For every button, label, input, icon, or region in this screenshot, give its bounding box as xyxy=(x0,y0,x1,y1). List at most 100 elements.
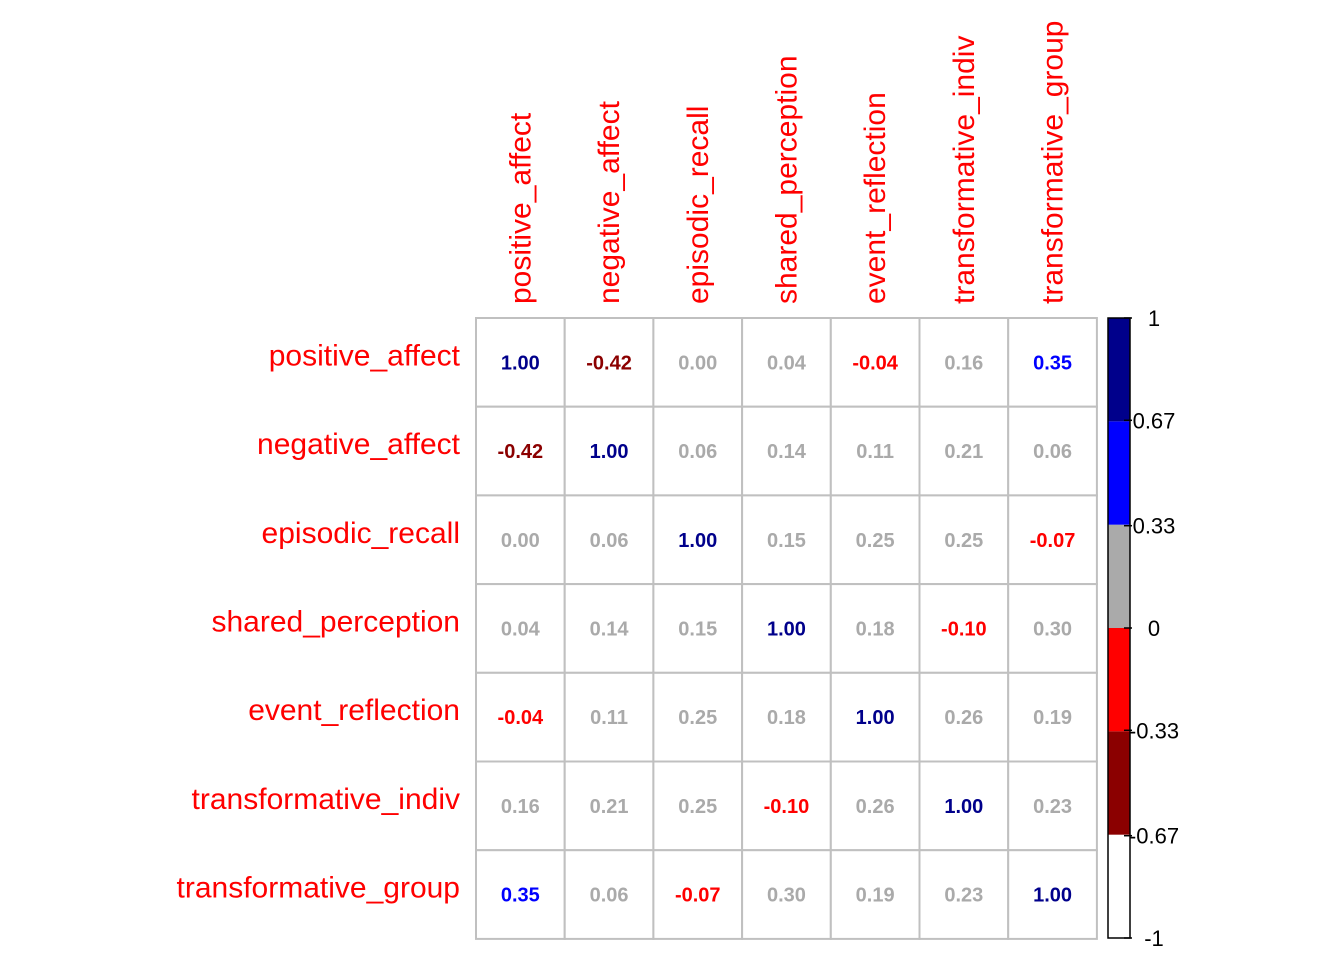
colorbar-bin-2 xyxy=(1108,628,1130,732)
cell-transformative_indiv-negative_affect xyxy=(563,760,655,852)
colorbar-bin-0 xyxy=(1108,834,1130,938)
cell-transformative_group-event_reflection xyxy=(829,849,921,940)
colorbar-tick-label-2: 0.33 xyxy=(1133,514,1176,539)
cell-episodic_recall-shared_perception xyxy=(741,494,832,586)
cell-value-negative_affect-positive_affect: -0.42 xyxy=(498,441,544,463)
cell-value-episodic_recall-event_reflection: 0.25 xyxy=(856,530,895,552)
cell-value-positive_affect-episodic_recall: 0.00 xyxy=(678,352,717,374)
cell-transformative_group-shared_perception xyxy=(741,849,832,940)
column-label-negative_affect: negative_affect xyxy=(593,100,626,304)
colorbar-bin-3 xyxy=(1108,524,1130,628)
cell-transformative_indiv-shared_perception xyxy=(741,760,832,852)
cell-event_reflection-episodic_recall xyxy=(652,671,744,763)
cell-event_reflection-positive_affect xyxy=(475,671,566,763)
column-label-episodic_recall: episodic_recall xyxy=(682,106,715,304)
cell-value-transformative_indiv-episodic_recall: 0.25 xyxy=(678,796,717,818)
cell-value-positive_affect-transformative_group: 0.35 xyxy=(1033,352,1072,374)
cell-value-shared_perception-positive_affect: 0.04 xyxy=(501,618,541,640)
cell-negative_affect-positive_affect xyxy=(475,405,566,497)
cell-value-transformative_indiv-shared_perception: -0.10 xyxy=(764,796,810,818)
cell-value-transformative_group-event_reflection: 0.19 xyxy=(856,885,895,907)
cell-value-transformative_indiv-transformative_indiv: 1.00 xyxy=(944,796,983,818)
colorbar-tick-label-6: -1 xyxy=(1144,926,1164,951)
cell-negative_affect-event_reflection xyxy=(829,405,921,497)
column-label-transformative_indiv: transformative_indiv xyxy=(948,36,981,304)
cell-value-transformative_indiv-negative_affect: 0.21 xyxy=(590,796,629,818)
cell-value-positive_affect-transformative_indiv: 0.16 xyxy=(944,352,983,374)
cell-value-event_reflection-positive_affect: -0.04 xyxy=(498,707,544,729)
cell-values: 1.00 -0.42 0.00 0.04 -0.04 0.16 0.35 -0.42 1.00 0… xyxy=(498,352,1076,906)
cell-value-episodic_recall-positive_affect: 0.00 xyxy=(501,530,540,552)
cell-negative_affect-episodic_recall xyxy=(652,405,744,497)
cell-value-negative_affect-shared_perception: 0.14 xyxy=(767,441,807,463)
cell-transformative_group-positive_affect xyxy=(475,849,566,940)
cell-value-transformative_indiv-positive_affect: 0.16 xyxy=(501,796,540,818)
colorbar-tick-label-3: 0 xyxy=(1148,616,1160,641)
cell-shared_perception-transformative_group xyxy=(1007,583,1098,674)
cell-value-episodic_recall-episodic_recall: 1.00 xyxy=(678,530,717,552)
column-label-positive_affect: positive_affect xyxy=(504,112,537,304)
cell-value-event_reflection-transformative_indiv: 0.26 xyxy=(944,707,983,729)
cell-value-negative_affect-transformative_group: 0.06 xyxy=(1033,441,1072,463)
cell-value-episodic_recall-transformative_group: -0.07 xyxy=(1030,530,1076,552)
cell-value-event_reflection-event_reflection: 1.00 xyxy=(856,707,895,729)
cell-shared_perception-transformative_indiv xyxy=(918,583,1010,674)
colorbar-tick-label-4: -0.33 xyxy=(1129,718,1179,743)
cell-positive_affect-negative_affect xyxy=(563,317,655,408)
cell-value-transformative_group-negative_affect: 0.06 xyxy=(590,885,629,907)
cell-value-episodic_recall-shared_perception: 0.15 xyxy=(767,530,806,552)
cell-value-positive_affect-positive_affect: 1.00 xyxy=(501,352,540,374)
cell-value-transformative_indiv-event_reflection: 0.26 xyxy=(856,796,895,818)
row-label-positive_affect: positive_affect xyxy=(269,339,461,372)
cell-episodic_recall-negative_affect xyxy=(563,494,655,586)
cell-negative_affect-transformative_group xyxy=(1007,405,1098,497)
cell-value-negative_affect-episodic_recall: 0.06 xyxy=(678,441,717,463)
row-label-shared_perception: shared_perception xyxy=(211,605,460,638)
cell-value-episodic_recall-negative_affect: 0.06 xyxy=(590,530,629,552)
colorbar-bin-4 xyxy=(1108,421,1130,525)
cell-episodic_recall-transformative_group xyxy=(1007,494,1098,586)
cell-positive_affect-positive_affect xyxy=(475,317,566,408)
cell-transformative_group-transformative_group xyxy=(1007,849,1098,940)
row-label-episodic_recall: episodic_recall xyxy=(262,517,460,550)
cell-value-event_reflection-transformative_group: 0.19 xyxy=(1033,707,1072,729)
column-label-shared_perception: shared_perception xyxy=(770,55,803,304)
cell-value-event_reflection-negative_affect: 0.11 xyxy=(590,707,628,729)
cell-transformative_group-episodic_recall xyxy=(652,849,744,940)
cell-episodic_recall-event_reflection xyxy=(829,494,921,586)
cell-value-transformative_group-positive_affect: 0.35 xyxy=(501,885,540,907)
cell-value-episodic_recall-transformative_indiv: 0.25 xyxy=(944,530,983,552)
row-label-transformative_group: transformative_group xyxy=(177,872,460,905)
color-legend: 1 0.67 0.33 0 -0.33 -0.67 -1 xyxy=(1107,306,1179,951)
column-label-event_reflection: event_reflection xyxy=(859,92,892,304)
cell-value-positive_affect-shared_perception: 0.04 xyxy=(767,352,807,374)
colorbar-bin-1 xyxy=(1108,731,1130,835)
cell-value-shared_perception-transformative_group: 0.30 xyxy=(1033,618,1072,640)
cell-value-positive_affect-negative_affect: -0.42 xyxy=(586,352,632,374)
cell-value-transformative_group-episodic_recall: -0.07 xyxy=(675,885,721,907)
cell-value-transformative_group-transformative_indiv: 0.23 xyxy=(944,885,983,907)
cell-value-transformative_group-shared_perception: 0.30 xyxy=(767,885,806,907)
cell-value-negative_affect-transformative_indiv: 0.21 xyxy=(944,441,983,463)
cell-value-event_reflection-episodic_recall: 0.25 xyxy=(678,707,717,729)
cell-episodic_recall-episodic_recall xyxy=(652,494,744,586)
colorbar-tick-label-5: -0.67 xyxy=(1129,824,1179,849)
cell-transformative_indiv-positive_affect xyxy=(475,760,566,852)
cell-value-event_reflection-shared_perception: 0.18 xyxy=(767,707,806,729)
row-label-transformative_indiv: transformative_indiv xyxy=(192,783,460,816)
cell-transformative_indiv-transformative_group xyxy=(1007,760,1098,852)
cell-value-negative_affect-negative_affect: 1.00 xyxy=(590,441,629,463)
column-label-transformative_group: transformative_group xyxy=(1037,21,1070,304)
row-label-negative_affect: negative_affect xyxy=(257,428,461,461)
cell-shared_perception-positive_affect xyxy=(475,583,566,674)
cell-value-shared_perception-shared_perception: 1.00 xyxy=(767,618,806,640)
row-label-event_reflection: event_reflection xyxy=(248,694,460,727)
cell-value-positive_affect-event_reflection: -0.04 xyxy=(852,352,898,374)
cell-value-shared_perception-transformative_indiv: -0.10 xyxy=(941,618,987,640)
cell-value-shared_perception-negative_affect: 0.14 xyxy=(590,618,630,640)
cell-value-transformative_group-transformative_group: 1.00 xyxy=(1033,885,1072,907)
cell-value-shared_perception-event_reflection: 0.18 xyxy=(856,618,895,640)
cell-value-negative_affect-event_reflection: 0.11 xyxy=(856,441,894,463)
column-labels: positive_affect negative_affect episodic_r… xyxy=(504,21,1069,304)
